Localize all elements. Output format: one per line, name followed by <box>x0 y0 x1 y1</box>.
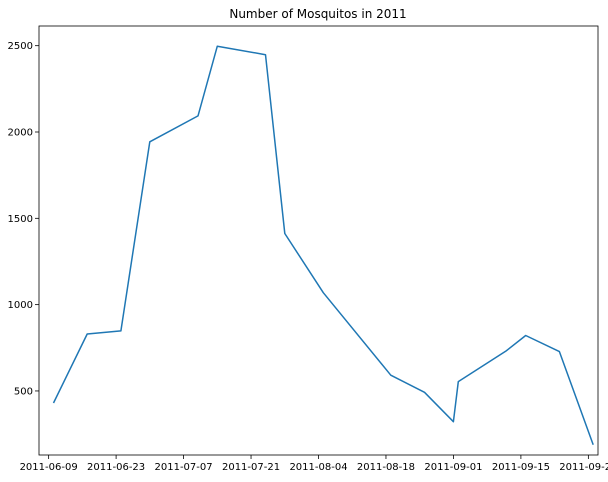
x-tick-label: 2011-06-09 <box>20 462 78 473</box>
x-tick-label: 2011-06-23 <box>87 462 145 473</box>
x-tick-label: 2011-08-04 <box>289 462 347 473</box>
x-tick-label: 2011-09-01 <box>424 462 482 473</box>
x-tick-label: 2011-07-21 <box>222 462 280 473</box>
x-tick-label: 2011-09-15 <box>492 462 550 473</box>
x-tick-label: 2011-07-07 <box>155 462 213 473</box>
y-tick-label: 1500 <box>8 214 33 225</box>
y-tick-label: 2500 <box>8 41 33 52</box>
plot-area: 2011-06-09 2011-06-23 2011-07-07 2011-07-21… <box>8 25 608 473</box>
y-tick-label: 2000 <box>8 127 33 138</box>
x-tick-label: 2011-08-18 <box>357 462 415 473</box>
chart-title: Number of Mosquitos in 2011 <box>229 7 406 21</box>
y-tick-label: 500 <box>14 386 33 397</box>
series-line-0 <box>52 45 594 446</box>
x-tick-label: 2011-09-29 <box>559 462 608 473</box>
y-tick-label: 1000 <box>8 300 33 311</box>
